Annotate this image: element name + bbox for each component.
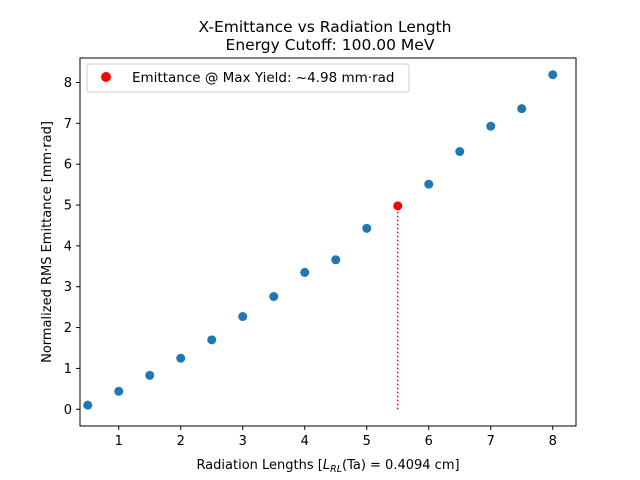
legend-marker [101,72,111,82]
x-axis-label: Radiation Lengths [LRL(Ta) = 0.4094 cm] [196,458,459,475]
y-tick-label: 4 [64,239,72,254]
data-point [83,400,93,410]
data-point [362,223,372,233]
y-tick-label: 7 [64,117,72,132]
x-axis-label-suffix: cm] [431,458,460,473]
chart-title: X-Emittance vs Radiation Length [199,18,452,36]
data-point [331,255,341,265]
x-tick-label: 4 [301,434,309,449]
points-layer [83,70,558,410]
y-axis-ticks: 0 1 2 3 4 5 6 7 8 [64,76,80,418]
legend-box [86,63,410,93]
data-point [176,353,186,363]
x-tick-label: 7 [487,434,495,449]
x-tick-label: 2 [177,434,185,449]
data-point [517,104,527,114]
data-point [238,312,248,322]
x-axis-label-math: (Ta) = 0.4094 [342,458,431,473]
x-axis-label-subscript: RL [330,464,342,475]
y-tick-label: 5 [64,199,72,214]
data-point [486,121,496,131]
data-point [424,179,434,189]
x-axis-ticks: 1 2 3 4 5 6 7 8 [115,426,557,449]
y-tick-label: 2 [64,321,72,336]
data-point [269,292,279,302]
x-tick-label: 6 [425,434,433,449]
y-axis-label: Normalized RMS Emittance [mm·rad] [40,121,55,363]
data-point [145,370,155,380]
x-tick-label: 5 [363,434,371,449]
plot-frame [79,57,577,427]
x-axis-label-prefix: Radiation Lengths [ [196,458,322,473]
data-point [455,147,465,157]
y-tick-label: 6 [64,158,72,173]
data-point [548,70,558,80]
max-yield-point [393,201,403,211]
plot-area [80,58,576,426]
x-tick-label: 1 [115,434,123,449]
y-tick-label: 8 [64,76,72,91]
x-axis-label-symbol: L [323,458,330,473]
chart-subtitle: Energy Cutoff: 100.00 MeV [226,36,435,54]
data-point [300,267,310,277]
x-tick-label: 8 [549,434,557,449]
y-tick-label: 0 [64,403,72,418]
data-point [114,386,124,396]
y-tick-label: 1 [64,362,72,377]
y-tick-label: 3 [64,280,72,295]
legend-label: Emittance @ Max Yield: ~4.98 mm·rad [132,70,395,86]
x-tick-label: 3 [239,434,247,449]
data-point [207,335,217,345]
legend: Emittance @ Max Yield: ~4.98 mm·rad [86,63,410,93]
